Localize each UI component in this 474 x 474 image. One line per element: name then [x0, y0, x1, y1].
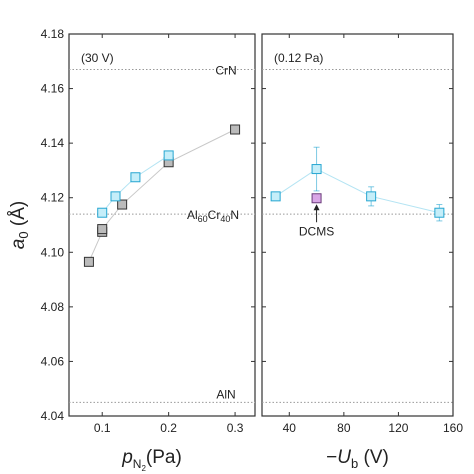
data-point: [311, 164, 322, 175]
x-title-unit: (V): [358, 447, 389, 468]
panel-note-left: (30 V): [81, 51, 114, 65]
label-part: Cr: [208, 208, 221, 222]
panel-frame-1: [68, 33, 256, 417]
x-title-main: U: [337, 447, 351, 468]
label-part: N: [230, 208, 239, 222]
data-point: [366, 191, 377, 202]
y-axis-title: a0 (Å): [8, 201, 31, 249]
panel-frame-2: [261, 33, 454, 417]
data-point: [230, 124, 241, 135]
data-point: [97, 224, 108, 235]
x-tick-label: 0.3: [227, 421, 244, 435]
x-title-subsub: 2: [141, 464, 146, 473]
x-tick-label: 40: [283, 421, 297, 435]
y-tick-label: 4.08: [41, 300, 65, 314]
text-layer: 4.04 4.06 4.08 4.10 4.12 4.14 4.16 4.18 0.1 0.2 0.…: [8, 27, 463, 473]
x-axis-title-right: −Ub (V): [326, 447, 389, 471]
data-point: [434, 207, 445, 218]
y-tick-label: 4.16: [41, 82, 65, 96]
y-title-main: a: [8, 239, 29, 250]
annotation-arrow-head: [313, 204, 320, 211]
panel-note-right: (0.12 Pa): [274, 51, 323, 65]
y-tick-label: 4.10: [41, 245, 65, 259]
x-title-unit: (Pa): [146, 447, 182, 468]
data-point: [163, 150, 174, 161]
y-tick-label: 4.18: [41, 27, 65, 41]
series-line-2-1: [275, 168, 440, 214]
marks-layer: [83, 124, 445, 267]
data-point: [130, 172, 141, 183]
data-point: [311, 193, 322, 204]
y-title-sub: 0: [16, 231, 31, 238]
data-point: [97, 207, 108, 218]
y-tick-label: 4.06: [41, 354, 65, 368]
x-title-sub: b: [351, 456, 358, 471]
reference-label-crn: CrN: [215, 63, 236, 77]
x-tick-label: 0.2: [160, 421, 177, 435]
x-tick-label: 120: [388, 421, 408, 435]
series-line-1-1: [88, 129, 236, 263]
series-line-1-2: [101, 155, 169, 214]
reference-label-alcrn: Al60Cr40N: [187, 208, 239, 224]
label-part-sub: 40: [220, 214, 230, 224]
x-title-main: p: [121, 447, 133, 468]
x-tick-label: 160: [443, 421, 463, 435]
data-point: [83, 256, 94, 267]
y-tick-label: 4.14: [41, 136, 65, 150]
x-axis-title-left: pN2(Pa): [121, 447, 182, 473]
label-part-sub: 60: [198, 214, 208, 224]
x-tick-label: 0.1: [94, 421, 111, 435]
axes-layer: [68, 33, 454, 417]
y-title-unit: (Å): [8, 201, 29, 232]
y-tick-label: 4.12: [41, 191, 65, 205]
reference-label-aln: AlN: [216, 387, 235, 401]
data-point: [270, 191, 281, 202]
data-point: [117, 199, 128, 210]
label-part: Al: [187, 208, 198, 222]
x-tick-label: 80: [337, 421, 351, 435]
annotation-label: DCMS: [299, 224, 334, 238]
y-tick-label: 4.04: [41, 409, 65, 423]
x-title-sub: N: [133, 457, 142, 471]
x-title-prefix: −: [326, 447, 337, 468]
data-point: [110, 191, 121, 202]
